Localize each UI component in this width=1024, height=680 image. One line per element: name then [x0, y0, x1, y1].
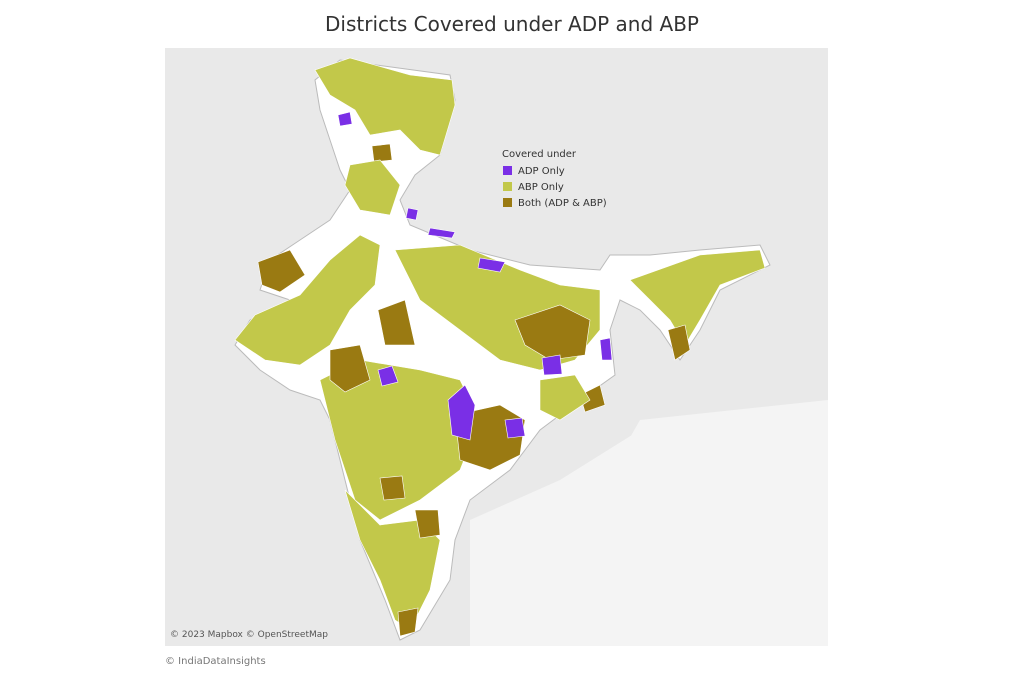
districts [234, 57, 766, 637]
district [414, 509, 441, 539]
legend-label: ADP Only [518, 166, 565, 177]
district [504, 417, 526, 439]
district [344, 159, 401, 216]
district [629, 249, 766, 346]
map: Covered under ADP Only ABP Only Both (ADP … [165, 48, 828, 646]
legend-label: Both (ADP & ABP) [518, 198, 607, 209]
legend-swatch [503, 166, 512, 175]
district [541, 354, 563, 376]
legend: Covered under ADP Only ABP Only Both (ADP … [502, 149, 607, 209]
district [319, 359, 481, 521]
district [337, 111, 353, 127]
legend-swatch [503, 182, 512, 191]
district [397, 607, 419, 637]
district [427, 227, 456, 239]
district [539, 374, 591, 421]
district [667, 324, 691, 361]
district [405, 207, 419, 221]
district [234, 234, 381, 366]
district [314, 57, 456, 156]
district [371, 143, 393, 163]
district [379, 475, 406, 501]
district [599, 337, 613, 361]
district [377, 365, 399, 387]
legend-title: Covered under [502, 149, 577, 160]
legend-swatch [503, 198, 512, 207]
district [579, 384, 606, 413]
legend-label: ABP Only [518, 182, 564, 193]
district [447, 384, 476, 441]
sea [470, 430, 700, 646]
district [344, 489, 441, 631]
credit: © IndiaDataInsights [165, 656, 266, 667]
district [477, 257, 506, 273]
map-title: Districts Covered under ADP and ABP [325, 12, 699, 36]
district [257, 249, 306, 293]
district [377, 299, 416, 346]
district [514, 304, 591, 361]
district [329, 344, 371, 393]
attribution: © 2023 Mapbox © OpenStreetMap [170, 630, 328, 640]
